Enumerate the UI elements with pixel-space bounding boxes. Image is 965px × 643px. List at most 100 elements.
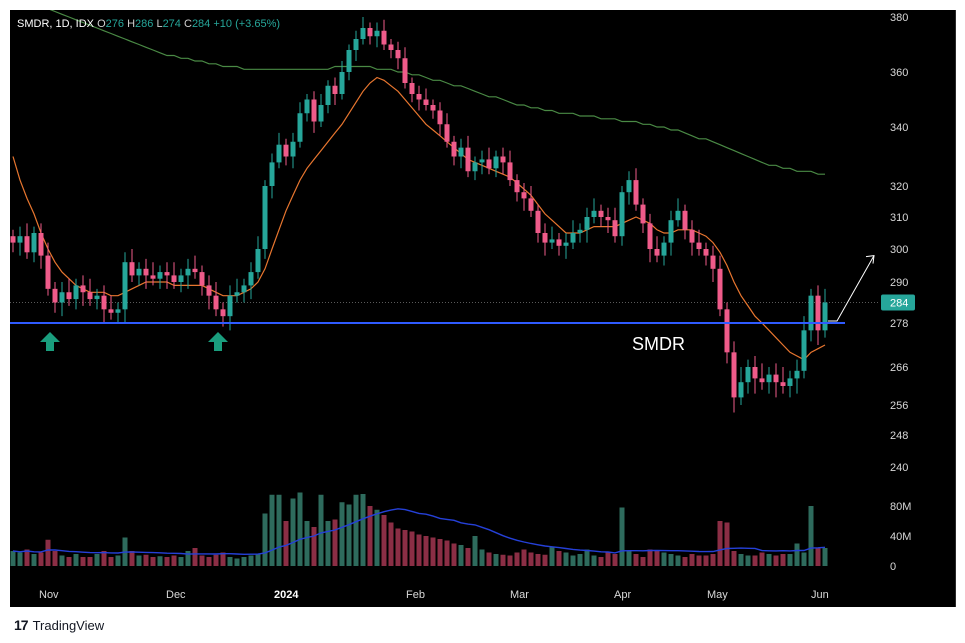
price-tick-label: 256 bbox=[890, 400, 908, 412]
volume-bar bbox=[290, 498, 296, 566]
volume-bar bbox=[395, 528, 401, 566]
candle-body bbox=[808, 295, 814, 331]
open-value: 276 bbox=[105, 18, 124, 30]
candle-body bbox=[675, 210, 681, 221]
date-label: Mar bbox=[510, 589, 529, 601]
candle-body bbox=[220, 309, 226, 317]
volume-bar bbox=[248, 555, 254, 566]
candle-body bbox=[717, 268, 723, 310]
volume-bar bbox=[38, 552, 44, 566]
volume-bar bbox=[276, 494, 282, 566]
volume-bar bbox=[367, 506, 373, 566]
candle-body bbox=[549, 239, 555, 243]
volume-bar bbox=[465, 548, 471, 566]
candle-body bbox=[605, 217, 611, 221]
volume-bar bbox=[297, 492, 303, 566]
candlesticks bbox=[10, 17, 828, 413]
volume-bar bbox=[353, 494, 359, 566]
volume-bar bbox=[31, 554, 37, 566]
volume-bar bbox=[143, 554, 149, 566]
volume-bar bbox=[619, 507, 625, 566]
candle-body bbox=[486, 159, 492, 169]
candle-body bbox=[703, 249, 709, 256]
candle-body bbox=[374, 30, 380, 37]
candle-body bbox=[745, 367, 751, 383]
volume-bar bbox=[269, 494, 275, 566]
candle-body bbox=[31, 233, 37, 253]
volume-bar bbox=[192, 548, 198, 566]
volume-bar bbox=[773, 555, 779, 566]
candle-body bbox=[710, 255, 716, 269]
candle-body bbox=[598, 210, 604, 217]
candle-body bbox=[451, 141, 457, 157]
tradingview-logo-icon: 17 bbox=[14, 617, 29, 633]
volume-bar bbox=[346, 504, 352, 566]
chart-panel[interactable]: SMDR 380 360 340 320 310 300 290 278 266 256 248 24… bbox=[10, 10, 956, 607]
candle-body bbox=[332, 85, 338, 94]
candle-body bbox=[325, 85, 331, 105]
volume-bar bbox=[724, 522, 730, 566]
volume-bar bbox=[591, 555, 597, 566]
price-tick-label: 278 bbox=[890, 318, 908, 330]
ma-long-line bbox=[49, 10, 825, 175]
volume-bar bbox=[262, 513, 268, 566]
candle-body bbox=[591, 210, 597, 217]
ma-short-line bbox=[12, 76, 826, 361]
volume-bar bbox=[738, 554, 744, 566]
price-volume-chart[interactable]: SMDR 380 360 340 320 310 300 290 278 266 256 248 24… bbox=[10, 10, 955, 607]
candle-body bbox=[269, 162, 275, 186]
volume-bar bbox=[661, 552, 667, 566]
candle-body bbox=[108, 309, 114, 313]
candle-body bbox=[619, 192, 625, 237]
candle-body bbox=[738, 382, 744, 398]
candle-body bbox=[395, 50, 401, 59]
candle-body bbox=[101, 295, 107, 310]
candle-body bbox=[647, 223, 653, 249]
candle-body bbox=[402, 58, 408, 83]
candle-body bbox=[542, 233, 548, 243]
open-label: O bbox=[97, 18, 106, 30]
volume-bar bbox=[332, 519, 338, 566]
volume-bar bbox=[556, 551, 562, 566]
footer: 17 TradingView bbox=[14, 617, 104, 633]
candle-body bbox=[339, 72, 345, 94]
price-tick-label: 248 bbox=[890, 430, 908, 442]
candle-body bbox=[66, 292, 72, 300]
candle-body bbox=[682, 210, 688, 230]
candle-body bbox=[500, 156, 506, 163]
candle-body bbox=[360, 28, 366, 39]
projection-arrowhead-icon bbox=[865, 255, 875, 264]
candle-body bbox=[773, 374, 779, 383]
high-label: H bbox=[127, 18, 136, 30]
close-label: C bbox=[183, 18, 192, 30]
volume-bar bbox=[80, 557, 86, 566]
volume-bar bbox=[178, 557, 184, 566]
candle-body bbox=[626, 180, 632, 193]
moving-averages bbox=[12, 10, 826, 361]
volume-bar bbox=[500, 554, 506, 566]
volume-bar bbox=[766, 554, 772, 566]
candle-body bbox=[381, 30, 387, 45]
price-tick-label: 380 bbox=[890, 12, 908, 24]
volume-bar bbox=[717, 521, 723, 566]
volume-bar bbox=[731, 551, 737, 566]
date-label: Jun bbox=[811, 589, 829, 601]
candle-body bbox=[150, 275, 156, 279]
candle-body bbox=[409, 83, 415, 94]
volume-bar bbox=[325, 521, 331, 566]
volume-bar bbox=[444, 540, 450, 566]
candle-body bbox=[143, 268, 149, 276]
volume-bar bbox=[808, 506, 814, 566]
volume-bar bbox=[136, 555, 142, 566]
support-bounce-arrow-icon bbox=[208, 332, 228, 351]
candle-body bbox=[766, 374, 772, 383]
candle-body bbox=[731, 352, 737, 398]
candle-body bbox=[122, 262, 128, 310]
volume-bar bbox=[255, 554, 261, 566]
date-label: Nov bbox=[39, 589, 59, 601]
candle-body bbox=[787, 378, 793, 386]
volume-bar bbox=[45, 539, 51, 566]
volume-bar bbox=[171, 555, 177, 566]
volume-bar bbox=[87, 557, 93, 566]
volume-bar bbox=[234, 558, 240, 566]
